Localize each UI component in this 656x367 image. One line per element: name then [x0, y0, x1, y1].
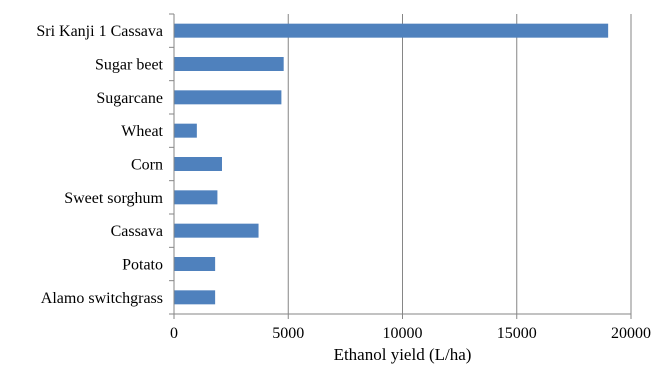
bar-0	[174, 23, 609, 38]
x-tick-label-1: 5000	[272, 325, 304, 342]
bar-7	[174, 257, 216, 271]
bar-1	[174, 57, 284, 71]
bar-2	[174, 90, 282, 105]
x-tick-label-0: 0	[170, 325, 178, 342]
x-tick-label-2: 10000	[383, 325, 423, 342]
x-tick-labels: 0 5000 10000 15000 20000	[170, 325, 651, 342]
x-tick-label-4: 20000	[611, 325, 651, 342]
category-label-3: Wheat	[121, 123, 163, 140]
category-label-4: Corn	[131, 157, 163, 174]
axes	[169, 13, 632, 319]
grid-lines	[287, 14, 632, 314]
category-label-6: Cassava	[111, 223, 163, 240]
bar-8	[174, 290, 216, 305]
category-label-0: Sri Kanji 1 Cassava	[36, 23, 163, 40]
bar-6	[174, 223, 259, 238]
bar-5	[174, 190, 218, 205]
category-label-1: Sugar beet	[95, 57, 164, 74]
bar-3	[174, 123, 197, 138]
category-label-5: Sweet sorghum	[64, 190, 163, 207]
category-labels: Sri Kanji 1 Cassava Sugar beet Sugarcane Wh…	[36, 23, 163, 307]
x-axis-title: Ethanol yield (L/ha)	[334, 345, 472, 364]
category-label-2: Sugarcane	[96, 90, 163, 107]
x-tick-label-3: 15000	[497, 325, 537, 342]
category-label-7: Potato	[122, 257, 163, 274]
category-label-8: Alamo switchgrass	[41, 290, 163, 307]
bars	[174, 23, 609, 305]
bar-4	[174, 157, 222, 171]
